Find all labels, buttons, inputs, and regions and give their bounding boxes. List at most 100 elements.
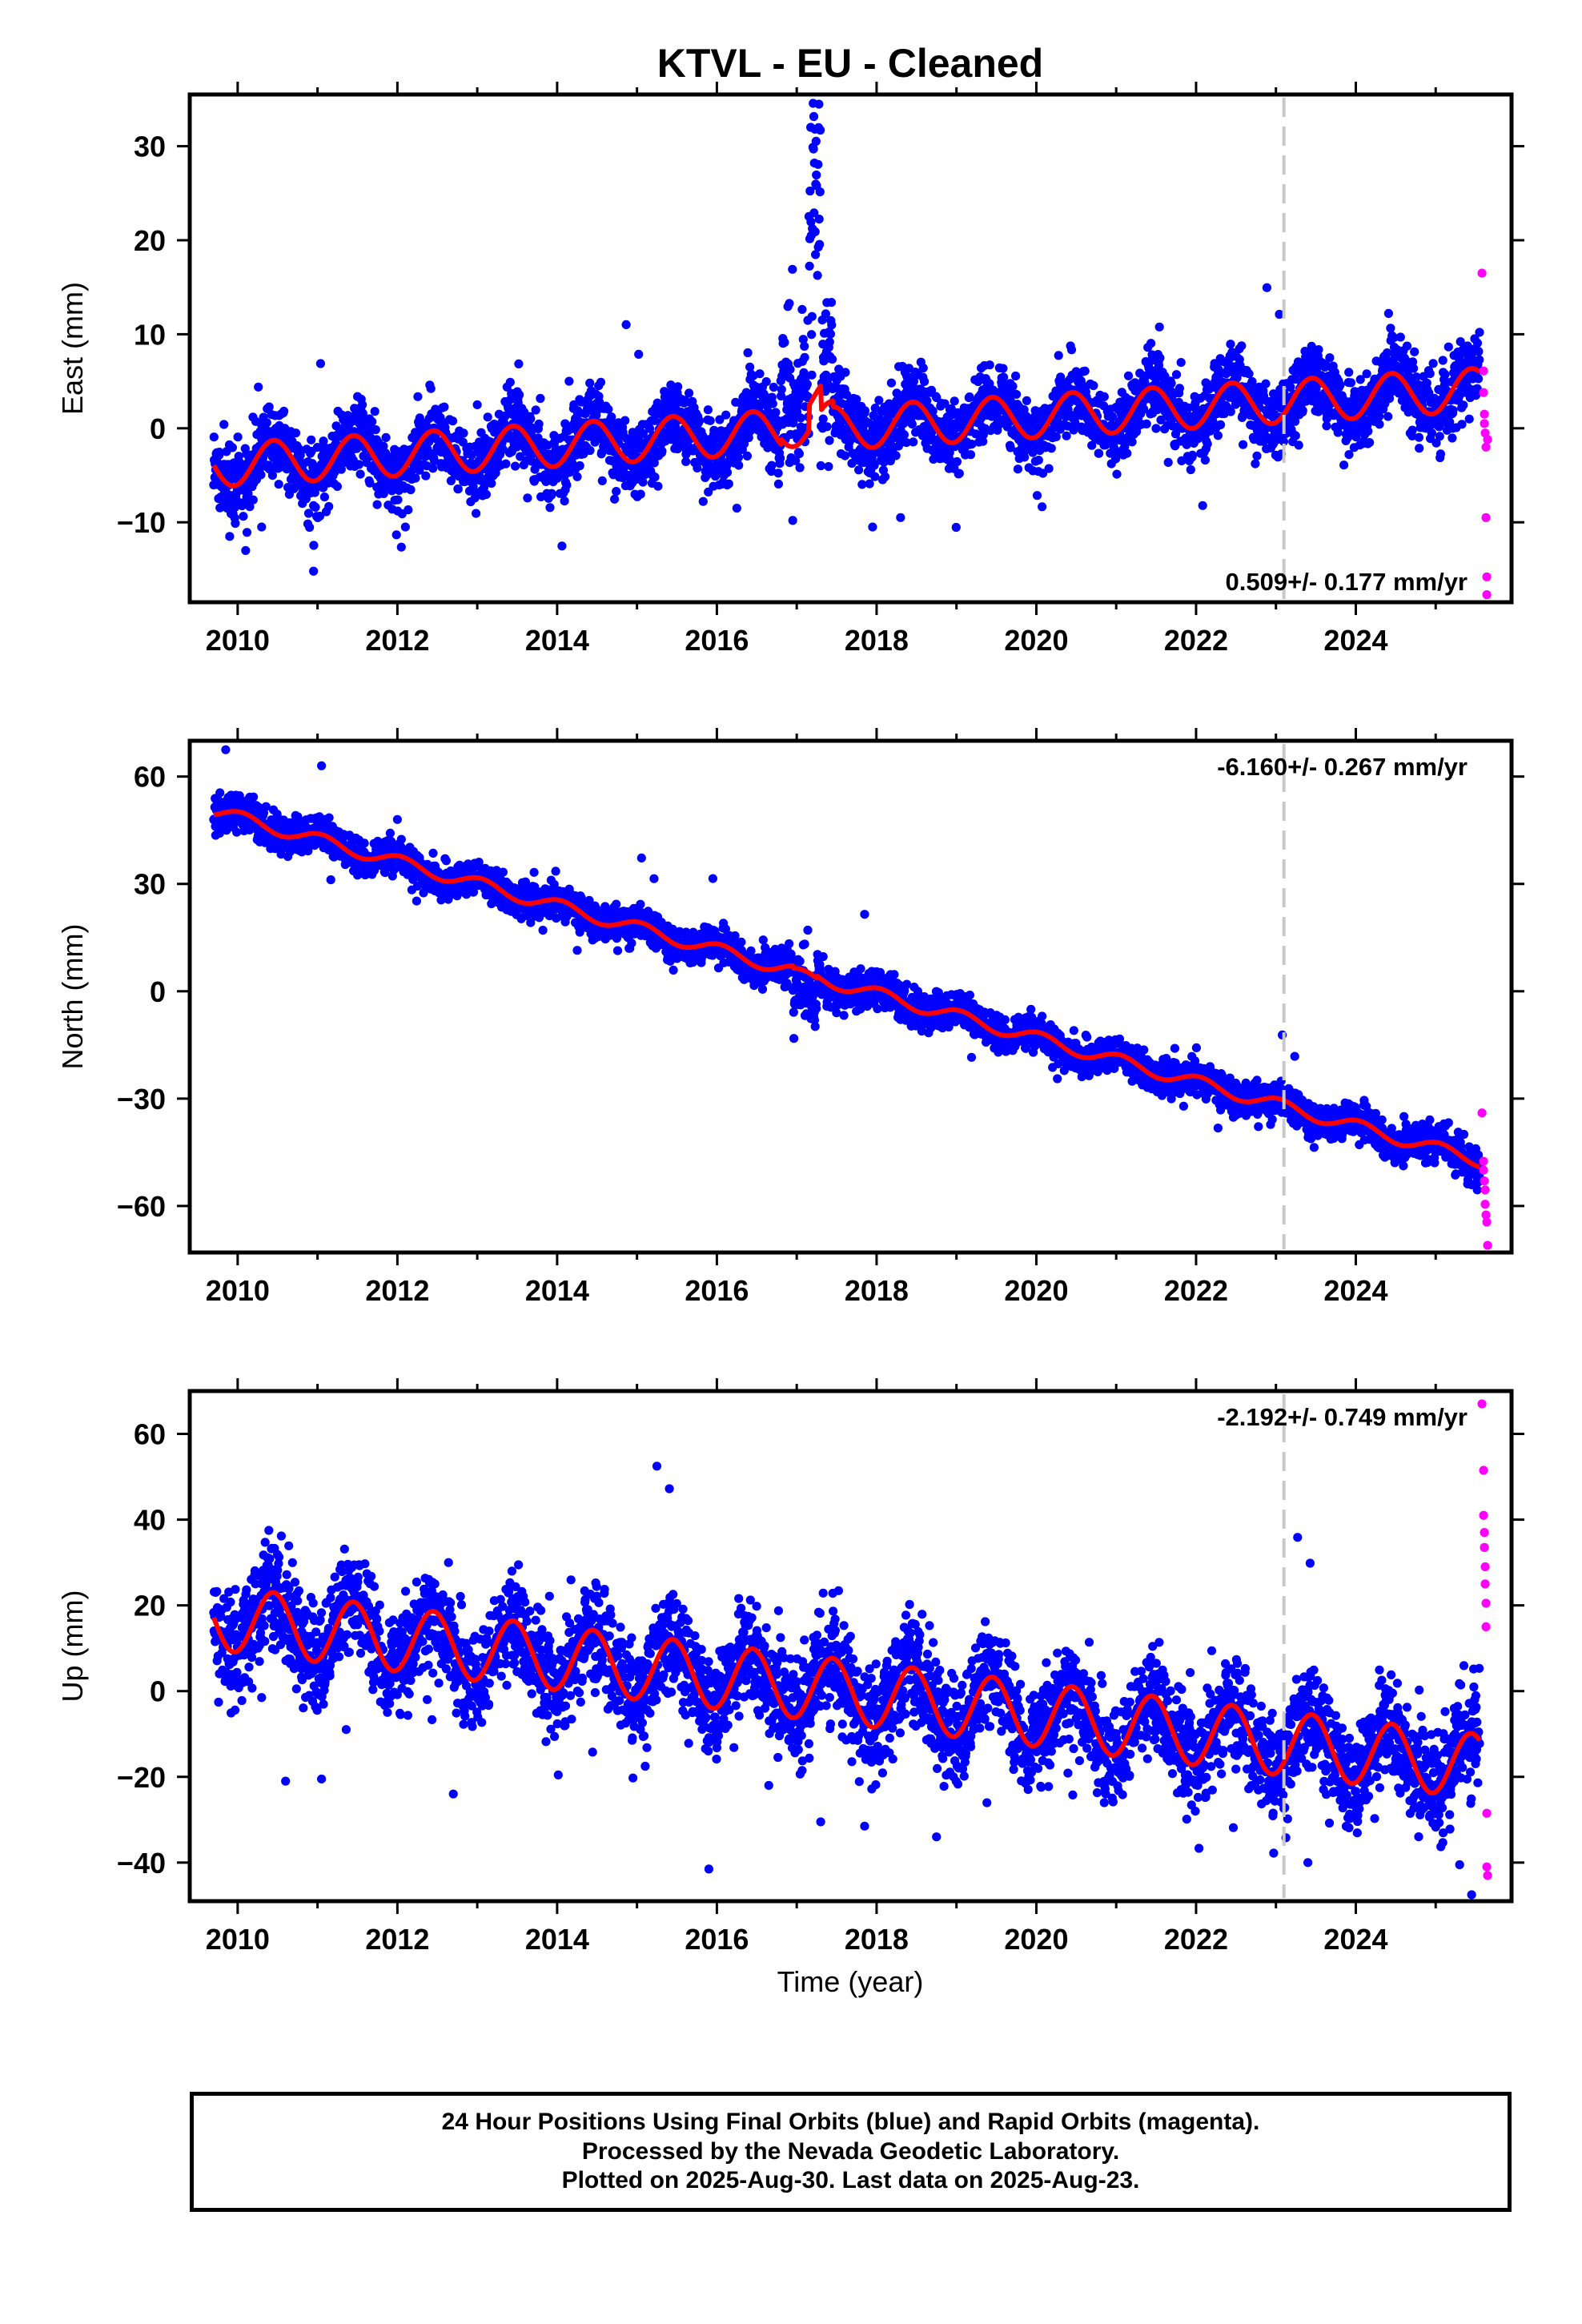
data-point bbox=[1415, 444, 1424, 453]
data-point bbox=[1344, 368, 1354, 377]
data-point bbox=[899, 430, 909, 440]
data-point bbox=[1122, 448, 1132, 458]
data-point bbox=[806, 217, 816, 227]
data-point bbox=[483, 412, 492, 422]
data-point bbox=[1407, 425, 1417, 435]
final-orbit-points bbox=[209, 745, 1484, 1195]
data-point bbox=[560, 497, 569, 506]
data-point bbox=[796, 413, 805, 423]
data-point bbox=[596, 377, 606, 387]
data-point bbox=[515, 390, 524, 400]
outlier-point bbox=[564, 376, 574, 386]
outlier-point bbox=[400, 522, 410, 532]
data-point bbox=[1383, 348, 1392, 358]
data-point bbox=[1038, 468, 1048, 478]
data-point bbox=[1339, 460, 1349, 470]
data-point bbox=[324, 501, 334, 512]
data-point bbox=[1344, 450, 1354, 460]
data-point bbox=[1261, 379, 1271, 388]
data-point bbox=[1008, 381, 1018, 391]
data-point bbox=[1171, 370, 1182, 380]
data-point bbox=[638, 477, 648, 487]
data-point bbox=[1314, 345, 1323, 355]
data-point bbox=[380, 867, 390, 878]
data-point bbox=[1089, 380, 1098, 391]
data-point bbox=[1275, 309, 1284, 320]
data-point bbox=[1435, 449, 1445, 459]
data-point bbox=[1187, 450, 1197, 460]
data-point bbox=[768, 399, 777, 408]
data-point bbox=[1365, 438, 1375, 448]
data-point bbox=[1237, 341, 1247, 351]
data-point bbox=[311, 502, 320, 513]
outlier-point bbox=[472, 400, 482, 410]
data-point bbox=[1066, 345, 1077, 355]
data-point bbox=[534, 419, 544, 429]
data-point bbox=[379, 489, 388, 499]
data-point bbox=[1448, 405, 1458, 415]
x-tick-label: 2022 bbox=[1164, 624, 1228, 657]
data-point bbox=[572, 472, 582, 481]
rapid-orbit-point bbox=[1477, 268, 1487, 278]
data-point bbox=[1298, 405, 1307, 416]
data-point bbox=[966, 450, 976, 460]
data-point bbox=[807, 312, 817, 321]
data-point bbox=[816, 460, 825, 471]
data-point bbox=[1012, 389, 1022, 399]
data-point bbox=[1262, 283, 1271, 292]
y-tick-label: 10 bbox=[134, 318, 166, 351]
data-point bbox=[1120, 442, 1130, 452]
data-point bbox=[1112, 469, 1122, 479]
outlier-point bbox=[309, 566, 319, 576]
data-point bbox=[1170, 429, 1181, 439]
north-panel: 2010 2012 2014 2016 2018 2020 2022 2024−60−3003… bbox=[56, 728, 1524, 1307]
outlier-point bbox=[896, 513, 905, 522]
data-point bbox=[1294, 440, 1303, 450]
data-point bbox=[1146, 339, 1156, 348]
data-point bbox=[319, 493, 329, 502]
data-point bbox=[1346, 378, 1356, 388]
data-point bbox=[1464, 414, 1474, 424]
data-point bbox=[1389, 333, 1399, 343]
data-point bbox=[1386, 324, 1395, 333]
data-point bbox=[1054, 351, 1063, 360]
data-point bbox=[1080, 366, 1090, 376]
data-point bbox=[698, 497, 708, 506]
data-point bbox=[954, 468, 964, 478]
data-point bbox=[666, 380, 676, 390]
data-point bbox=[274, 480, 283, 489]
outlier-point bbox=[868, 522, 877, 532]
data-point bbox=[621, 320, 631, 329]
data-point bbox=[650, 472, 660, 482]
data-point bbox=[811, 250, 821, 259]
data-point bbox=[809, 144, 818, 154]
data-point bbox=[219, 420, 229, 429]
data-point bbox=[1414, 432, 1423, 442]
data-point bbox=[467, 450, 476, 460]
data-point bbox=[372, 500, 382, 509]
x-tick-label: 2012 bbox=[365, 624, 429, 657]
data-point bbox=[865, 479, 874, 489]
data-point bbox=[813, 26, 821, 35]
data-point bbox=[1362, 369, 1371, 379]
data-point bbox=[245, 502, 255, 512]
data-point bbox=[809, 111, 819, 122]
data-point bbox=[1402, 341, 1412, 351]
outlier-point bbox=[732, 503, 741, 513]
data-point bbox=[557, 541, 567, 551]
data-point bbox=[1070, 418, 1080, 428]
data-point bbox=[1032, 491, 1042, 501]
data-point bbox=[734, 460, 744, 470]
data-point bbox=[771, 408, 781, 417]
outlier-point bbox=[225, 532, 235, 541]
data-point bbox=[847, 459, 857, 468]
data-point bbox=[501, 459, 511, 468]
data-point bbox=[827, 320, 837, 330]
data-point bbox=[721, 410, 731, 420]
data-point bbox=[426, 384, 436, 393]
data-point bbox=[612, 487, 621, 497]
data-point bbox=[743, 348, 753, 358]
data-point bbox=[505, 377, 515, 387]
data-point bbox=[785, 299, 794, 308]
data-point bbox=[428, 848, 438, 858]
